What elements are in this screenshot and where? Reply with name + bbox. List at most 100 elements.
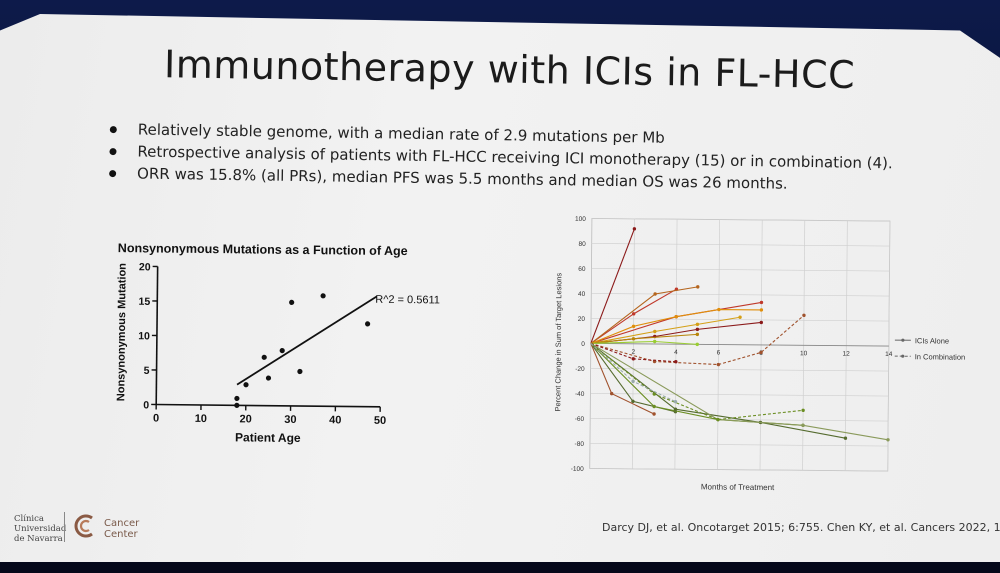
- x-tick-label: 10: [800, 350, 808, 357]
- scatter-point: [279, 348, 285, 354]
- series-point: [652, 404, 656, 409]
- y-tick-label: 20: [139, 261, 151, 273]
- series-point: [717, 307, 721, 312]
- series-point: [673, 407, 678, 411]
- x-tick-label: 40: [329, 414, 341, 426]
- series-point: [653, 329, 657, 334]
- x-tick-label: 50: [374, 415, 386, 427]
- y-tick-label: 20: [578, 316, 586, 323]
- y-tick-label: 0: [581, 341, 585, 348]
- y-axis: [155, 266, 159, 405]
- h-gridline: [590, 393, 889, 397]
- x-tick-label: 12: [843, 351, 851, 358]
- series-point: [674, 314, 678, 319]
- series-line: [590, 343, 804, 421]
- scatter-point: [243, 382, 249, 388]
- data-points: [234, 293, 371, 408]
- zero-line: [590, 342, 889, 347]
- chart-title: Nonsynonymous Mutations as a Function of…: [118, 241, 408, 258]
- cancer-center-logo-icon: [74, 514, 93, 538]
- series-line: [590, 342, 889, 441]
- series-point: [631, 337, 636, 341]
- series-line: [590, 316, 741, 344]
- y-tick-label: 60: [578, 266, 586, 273]
- legend-item: In Combination: [915, 352, 966, 361]
- series-point: [695, 322, 700, 327]
- bullet-list: Relatively stable genome, with a median …: [107, 118, 908, 197]
- scatter-point: [265, 375, 272, 381]
- y-tick-label: -100: [571, 466, 584, 473]
- x-tick-label: 30: [284, 414, 296, 426]
- reference-citation: Darcy DJ, et al. Oncotarget 2015; 6:755.…: [602, 521, 1000, 534]
- x-tick-label: 4: [674, 349, 678, 356]
- series-point: [631, 399, 635, 404]
- series-point: [631, 312, 636, 316]
- y-tick-label: 80: [578, 241, 586, 248]
- series-point: [674, 359, 678, 364]
- h-gridline: [591, 218, 890, 222]
- y-axis-label: Nonsynonymous Mutation: [115, 263, 128, 402]
- scatter-point: [234, 402, 240, 408]
- legend-item: ICIs Alone: [915, 336, 949, 345]
- series-point: [631, 379, 635, 384]
- trendline: [236, 295, 378, 386]
- series-point: [716, 417, 720, 422]
- h-gridline: [591, 243, 890, 247]
- x-axis: [156, 403, 381, 408]
- series-point: [759, 308, 764, 312]
- series-point: [801, 408, 805, 413]
- series-point: [843, 436, 848, 440]
- y-tick-label: 15: [139, 296, 151, 308]
- y-tick-label: -80: [575, 441, 585, 448]
- series-line: [590, 228, 635, 344]
- x-tick-label: 20: [239, 413, 251, 425]
- series-lines: [590, 227, 890, 442]
- series-point: [609, 391, 614, 396]
- h-gridline: [589, 468, 888, 472]
- y-tick-label: 0: [143, 399, 149, 411]
- series-point: [759, 300, 764, 305]
- h-gridline: [591, 268, 890, 272]
- x-tick-label: 0: [153, 412, 159, 424]
- series-point: [738, 315, 742, 319]
- scatter-point: [320, 293, 326, 299]
- university-logo-text: Clínica Universidad de Navarra: [14, 514, 67, 544]
- series-point: [696, 285, 700, 289]
- logo-divider: [64, 512, 65, 542]
- scatter-point: [297, 368, 303, 375]
- mutations-age-chart: Nonsynonymous Mutations as a Function of…: [115, 241, 440, 445]
- r-squared-annotation: R^2 = 0.5611: [375, 294, 440, 307]
- trendline-segment: [236, 295, 378, 386]
- y-tick-label: -20: [575, 366, 585, 373]
- y-tick-label: -60: [575, 416, 585, 423]
- y-axis-label: Percent Change in Sum of Target Lesions: [553, 273, 563, 412]
- x-tick-label: 2: [631, 349, 635, 356]
- series-point: [652, 412, 656, 416]
- series-point: [759, 320, 764, 325]
- h-gridline: [589, 443, 888, 447]
- y-tick-label: 5: [144, 365, 150, 377]
- series-point: [801, 423, 805, 428]
- series-point: [631, 324, 636, 329]
- series-point: [716, 362, 721, 367]
- y-tick-label: 100: [575, 216, 586, 223]
- series-point: [652, 392, 656, 396]
- series-point: [802, 313, 806, 318]
- series-point: [695, 342, 699, 347]
- series-point: [673, 399, 678, 404]
- h-gridline: [590, 368, 889, 372]
- chart-axes: 0 10 20 30 40 50 0 5 10 15 20: [138, 261, 386, 427]
- cancer-center-logo-text: Cancer Center: [104, 518, 140, 540]
- y-tick-label: -40: [575, 391, 585, 398]
- x-tick-label: 6: [717, 350, 721, 357]
- series-point: [631, 357, 635, 361]
- series-point: [653, 292, 657, 296]
- h-gridline: [590, 418, 889, 422]
- y-tick-label: 10: [138, 330, 150, 342]
- series-point: [695, 332, 700, 337]
- scatter-point: [365, 321, 371, 327]
- series-point: [759, 350, 763, 355]
- series-point: [632, 227, 637, 231]
- x-tick-label: 14: [885, 351, 893, 358]
